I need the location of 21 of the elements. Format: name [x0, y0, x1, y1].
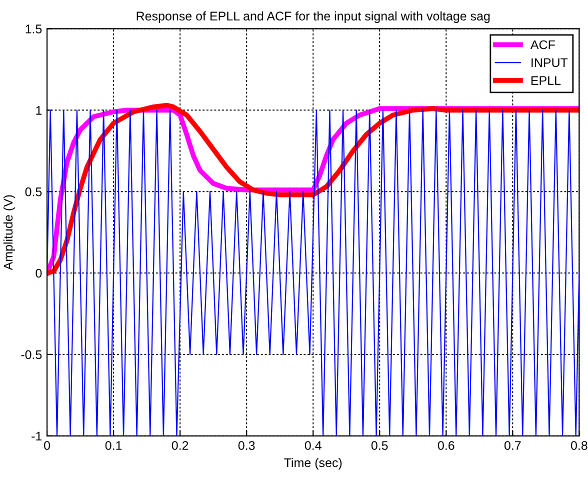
legend-label: ACF	[530, 40, 555, 50]
y-tick-label: 0	[36, 268, 42, 278]
y-axis-title: Amplitude (V)	[3, 195, 16, 270]
y-tick-label: 1	[36, 106, 42, 115]
x-tick-label: 0.5	[371, 441, 388, 450]
legend-label: EPLL	[531, 76, 561, 85]
x-tick-label: 0.3	[238, 441, 255, 450]
chart-title: Response of EPLL and ACF for the input signal with voltage sag	[136, 11, 490, 23]
y-tick-label: 1.5	[26, 24, 42, 34]
x-axis-title: Time (sec)	[284, 458, 342, 470]
y-tick-label: -1	[32, 432, 42, 440]
x-tick-label: 0.2	[172, 441, 188, 450]
x-tick-label: 0.7	[504, 441, 521, 450]
y-tick-label: 0.5	[25, 187, 42, 196]
x-tick-label: 0.6	[438, 441, 454, 450]
x-tick-label: 0.1	[105, 441, 122, 450]
x-tick-label: 0.8	[570, 441, 588, 450]
legend-label: INPUT	[532, 58, 568, 68]
x-tick-label: 0.4	[304, 441, 322, 450]
y-tick-label: -0.5	[21, 350, 42, 360]
x-tick-label: 0	[44, 441, 50, 450]
